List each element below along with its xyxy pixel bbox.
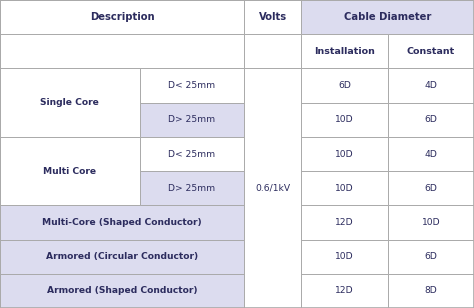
Text: Multi-Core (Shaped Conductor): Multi-Core (Shaped Conductor) (42, 218, 202, 227)
Bar (0, 68, 140, 137)
Bar (244, 68, 301, 103)
Bar (244, 240, 301, 274)
Bar (140, 137, 244, 171)
Text: Constant: Constant (407, 47, 455, 56)
Bar (244, 34, 301, 68)
Bar (140, 68, 244, 103)
Bar (388, 240, 474, 274)
Text: Installation: Installation (314, 47, 375, 56)
Bar (301, 0, 474, 34)
Text: 12D: 12D (335, 218, 354, 227)
Bar (301, 34, 388, 68)
Text: D< 25mm: D< 25mm (168, 149, 216, 159)
Text: D> 25mm: D> 25mm (168, 184, 216, 193)
Text: Cable Diameter: Cable Diameter (344, 12, 431, 22)
Bar (0, 34, 244, 68)
Text: 10D: 10D (335, 252, 354, 261)
Text: 6D: 6D (424, 184, 438, 193)
Bar (388, 103, 474, 137)
Text: 6D: 6D (424, 115, 438, 124)
Text: Single Core: Single Core (40, 98, 100, 107)
Text: 10D: 10D (421, 218, 440, 227)
Text: 10D: 10D (335, 149, 354, 159)
Bar (301, 171, 388, 205)
Text: 12D: 12D (335, 286, 354, 295)
Bar (388, 274, 474, 308)
Bar (244, 137, 301, 171)
Text: 4D: 4D (424, 149, 438, 159)
Bar (140, 171, 244, 205)
Text: 4D: 4D (424, 81, 438, 90)
Bar (388, 68, 474, 103)
Text: 10D: 10D (335, 115, 354, 124)
Bar (244, 68, 301, 308)
Text: 6D: 6D (424, 252, 438, 261)
Text: Multi Core: Multi Core (43, 167, 97, 176)
Text: 10D: 10D (335, 184, 354, 193)
Bar (0, 0, 244, 34)
Bar (301, 103, 388, 137)
Text: D> 25mm: D> 25mm (168, 115, 216, 124)
Bar (388, 137, 474, 171)
Text: 0.6/1kV: 0.6/1kV (255, 184, 290, 193)
Bar (244, 274, 301, 308)
Text: Description: Description (90, 12, 155, 22)
Text: 8D: 8D (425, 286, 437, 295)
Bar (0, 274, 244, 308)
Bar (244, 103, 301, 137)
Bar (301, 205, 388, 240)
Text: Armored (Circular Conductor): Armored (Circular Conductor) (46, 252, 198, 261)
Bar (0, 205, 244, 240)
Bar (244, 171, 301, 205)
Bar (388, 205, 474, 240)
Bar (301, 274, 388, 308)
Bar (301, 68, 388, 103)
Bar (388, 171, 474, 205)
Bar (0, 240, 244, 274)
Bar (301, 137, 388, 171)
Bar (140, 103, 244, 137)
Bar (244, 205, 301, 240)
Bar (0, 137, 140, 205)
Text: D< 25mm: D< 25mm (168, 81, 216, 90)
Text: 6D: 6D (338, 81, 351, 90)
Bar (388, 34, 474, 68)
Bar (301, 240, 388, 274)
Text: Armored (Shaped Conductor): Armored (Shaped Conductor) (47, 286, 197, 295)
Text: Volts: Volts (258, 12, 287, 22)
Bar (244, 0, 301, 34)
